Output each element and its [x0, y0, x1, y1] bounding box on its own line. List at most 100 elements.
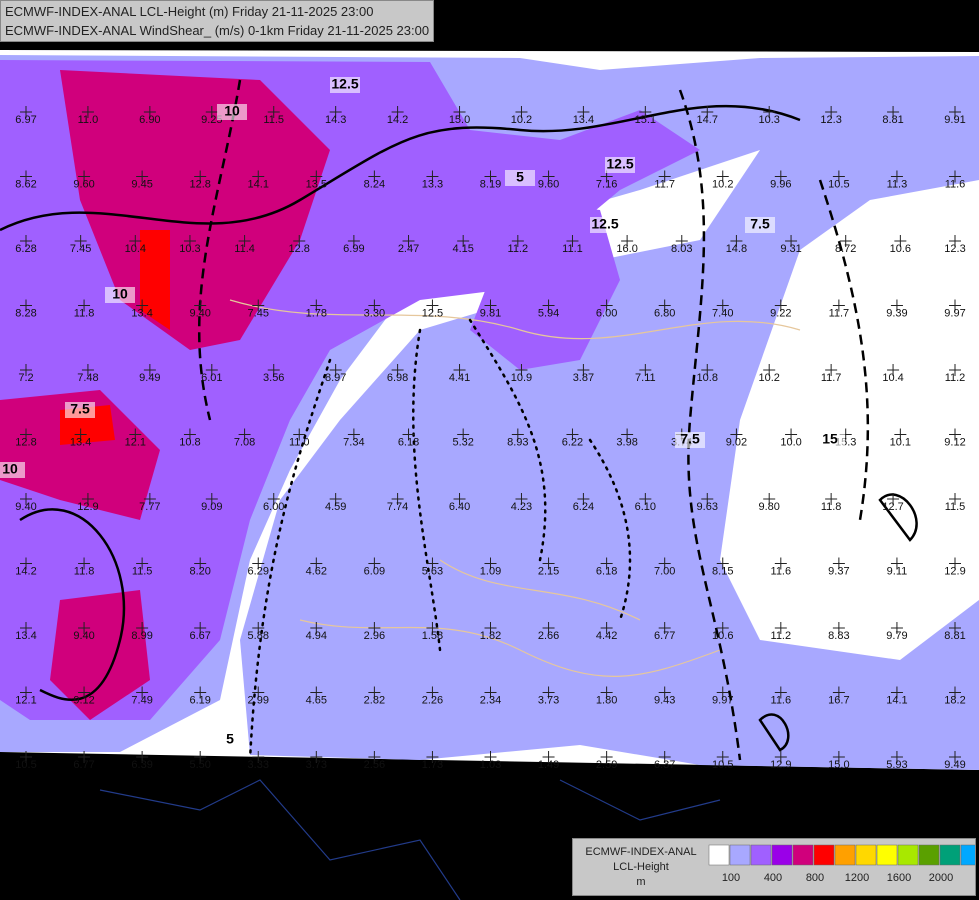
station-value: 1.58	[422, 630, 443, 642]
station-value: 12.5	[422, 307, 443, 319]
station-value: 8.72	[835, 243, 856, 255]
station-marker	[566, 428, 579, 441]
contour-label: 7.5	[750, 216, 770, 232]
header: ECMWF-INDEX-ANAL LCL-Height (m) Friday 2…	[0, 0, 435, 42]
station-marker	[426, 557, 439, 570]
station-marker	[81, 106, 94, 118]
station-value: 4.23	[511, 501, 532, 513]
station-value: 3.33	[248, 759, 269, 771]
station-marker	[542, 751, 555, 763]
station-marker	[639, 364, 652, 376]
station-marker	[252, 751, 265, 763]
station-marker	[20, 557, 32, 570]
station-marker	[78, 622, 91, 634]
station-value: 8.81	[882, 114, 903, 126]
station-marker	[368, 557, 381, 570]
station-value: 5.88	[248, 630, 269, 642]
station-value: 12.8	[189, 178, 210, 190]
station-marker	[515, 364, 528, 376]
station-marker	[293, 235, 306, 247]
station-value: 10.5	[828, 178, 849, 190]
station-marker	[74, 235, 87, 247]
contour-label: 7.5	[680, 431, 700, 447]
contour-label: 5	[226, 731, 234, 747]
legend-swatch	[834, 844, 856, 866]
station-value: 11.7	[829, 307, 850, 319]
station-marker	[949, 299, 961, 312]
contour-label: 12.5	[331, 76, 358, 92]
station-value: 7.16	[596, 178, 617, 190]
station-marker	[484, 299, 497, 312]
station-value: 9.60	[538, 178, 559, 190]
station-marker	[310, 622, 323, 634]
station-marker	[252, 622, 265, 634]
station-marker	[832, 299, 845, 312]
station-marker	[774, 557, 787, 570]
station-value: 9.40	[189, 307, 210, 319]
contour-label-bg	[590, 217, 620, 233]
station-marker	[949, 751, 961, 763]
station-marker	[78, 686, 91, 699]
station-value: 8.81	[944, 630, 965, 642]
station-value: 11.7	[821, 372, 842, 384]
station-value: 11.2	[945, 372, 966, 384]
station-value: 11.5	[132, 565, 153, 577]
station-marker	[238, 428, 251, 441]
legend-swatch	[792, 844, 814, 866]
station-marker	[701, 106, 714, 118]
contour-label: 7.5	[70, 401, 90, 417]
station-value: 6.18	[398, 436, 419, 448]
station-value: 11.8	[74, 565, 95, 577]
station-marker	[949, 493, 961, 505]
contour-label: 12.5	[606, 156, 633, 172]
station-marker	[20, 493, 32, 505]
lcl-1000	[50, 590, 150, 720]
station-marker	[20, 428, 32, 441]
station-value: 12.8	[15, 436, 36, 448]
contour-label: 10	[112, 286, 128, 302]
station-marker	[457, 235, 470, 247]
station-value: 11.3	[887, 178, 908, 190]
legend-scale: 100 400 800 1200 1600 2000	[708, 844, 975, 884]
station-marker	[205, 364, 218, 376]
contour-label-bg	[330, 77, 360, 93]
station-value: 10.4	[125, 243, 146, 255]
station-marker	[194, 686, 207, 699]
station-marker	[716, 557, 729, 570]
station-value: 9.02	[726, 436, 747, 448]
station-value: 11.8	[74, 307, 95, 319]
station-value: 8.15	[712, 565, 733, 577]
station-value: 6.00	[263, 501, 284, 513]
station-value: 9.79	[886, 630, 907, 642]
shear-contour	[197, 79, 870, 761]
station-marker	[774, 299, 787, 312]
station-marker	[391, 106, 404, 118]
legend-swatch	[918, 844, 940, 866]
station-marker	[136, 751, 149, 763]
station-value: 9.97	[944, 307, 965, 319]
station-marker	[658, 170, 671, 183]
station-marker	[20, 299, 32, 312]
station-marker	[205, 106, 218, 118]
station-value: 3.87	[573, 372, 594, 384]
legend-title-line: ECMWF-INDEX-ANAL	[585, 846, 697, 858]
station-value: 8.19	[480, 178, 501, 190]
legend-swatch	[708, 844, 730, 866]
station-marker	[310, 557, 323, 570]
station-marker	[542, 170, 555, 183]
station-marker	[136, 557, 149, 570]
station-value: 4.42	[596, 630, 617, 642]
station-value: 11.8	[821, 501, 842, 513]
station-value: 12.1	[15, 694, 36, 706]
legend-swatch	[876, 844, 898, 866]
station-value: 6.00	[596, 307, 617, 319]
station-marker	[515, 106, 528, 118]
station-marker	[716, 686, 729, 699]
station-marker	[347, 428, 360, 441]
station-value: 14.8	[726, 243, 747, 255]
station-value: 8.83	[828, 630, 849, 642]
station-marker	[785, 428, 798, 441]
station-value: 1.78	[306, 307, 327, 319]
station-value: 4.41	[449, 372, 470, 384]
station-value: 7.77	[139, 501, 160, 513]
